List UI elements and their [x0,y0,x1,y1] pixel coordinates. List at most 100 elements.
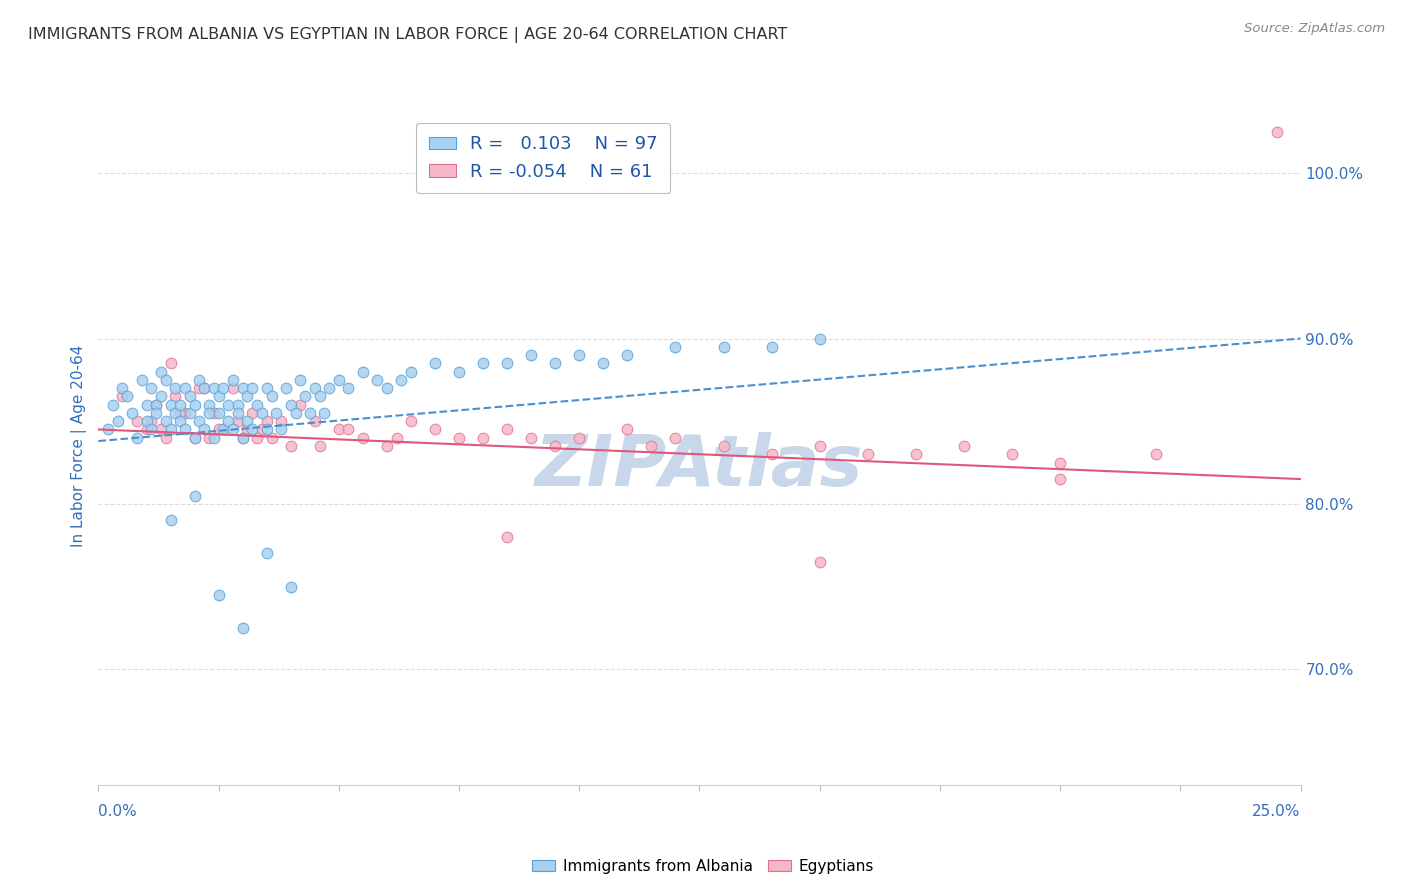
Point [159,513,181,527]
Point [174,406,197,420]
Point [208,588,231,602]
Point [856,447,879,461]
Point [664,340,686,354]
Point [375,439,398,453]
Point [236,414,259,428]
Point [328,373,350,387]
Point [121,406,143,420]
Point [568,431,591,445]
Point [149,365,172,379]
Point [328,422,350,436]
Point [193,381,215,395]
Point [280,580,302,594]
Point [217,398,239,412]
Point [198,398,221,412]
Point [592,356,614,370]
Point [256,546,278,560]
Point [232,431,254,445]
Point [1265,125,1288,139]
Point [808,555,831,569]
Point [141,414,163,428]
Text: 25.0%: 25.0% [1253,805,1301,819]
Point [193,422,215,436]
Point [240,422,263,436]
Point [135,422,157,436]
Point [808,439,831,453]
Point [188,381,211,395]
Point [169,406,191,420]
Point [125,431,148,445]
Point [149,389,172,403]
Point [284,406,307,420]
Text: Source: ZipAtlas.com: Source: ZipAtlas.com [1244,22,1385,36]
Point [226,398,249,412]
Point [117,389,139,403]
Point [246,398,269,412]
Point [165,406,187,420]
Point [953,439,976,453]
Point [713,340,735,354]
Point [280,398,302,412]
Point [193,381,215,395]
Point [256,381,278,395]
Point [337,422,360,436]
Point [375,381,398,395]
Point [616,348,638,362]
Point [496,530,519,544]
Point [318,381,340,395]
Point [270,414,292,428]
Point [101,398,124,412]
Point [389,373,412,387]
Point [236,389,259,403]
Point [212,422,235,436]
Point [616,422,638,436]
Point [232,621,254,635]
Point [169,398,191,412]
Point [366,373,388,387]
Point [226,406,249,420]
Point [352,365,374,379]
Point [183,489,205,503]
Point [107,414,129,428]
Point [155,431,177,445]
Point [544,356,567,370]
Point [260,389,283,403]
Point [664,431,686,445]
Point [232,431,254,445]
Point [155,373,177,387]
Point [208,406,231,420]
Point [808,332,831,346]
Point [270,422,292,436]
Point [520,348,543,362]
Point [1049,472,1071,486]
Point [399,414,422,428]
Point [149,422,172,436]
Point [174,422,197,436]
Point [240,406,263,420]
Point [145,398,167,412]
Point [280,439,302,453]
Point [308,389,330,403]
Point [165,389,187,403]
Point [290,398,312,412]
Point [159,398,181,412]
Point [423,422,446,436]
Point [266,406,288,420]
Point [314,406,336,420]
Point [304,381,326,395]
Point [202,381,225,395]
Point [183,431,205,445]
Point [256,422,278,436]
Point [131,373,153,387]
Point [145,398,167,412]
Point [222,381,245,395]
Point [447,365,470,379]
Point [159,356,181,370]
Point [713,439,735,453]
Point [1001,447,1024,461]
Point [222,373,245,387]
Point [226,414,249,428]
Point [183,431,205,445]
Point [240,381,263,395]
Point [250,422,273,436]
